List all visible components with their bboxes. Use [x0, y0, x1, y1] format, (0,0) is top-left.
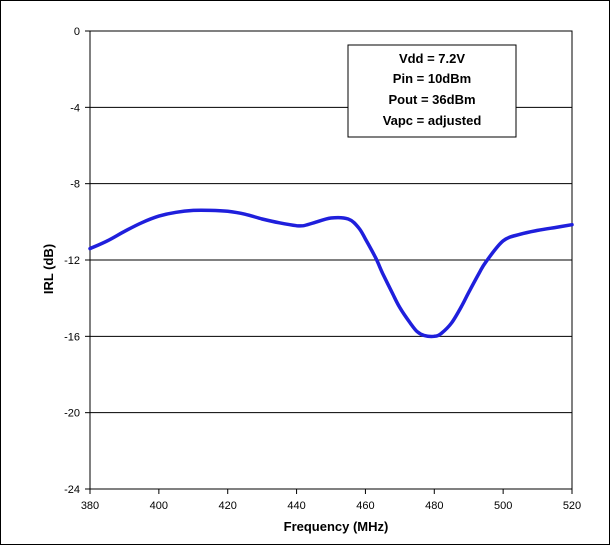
x-tick-label: 520: [563, 500, 581, 512]
x-tick-label: 480: [425, 500, 443, 512]
annotation-line-pout: Pout = 36dBm: [388, 92, 475, 107]
y-tick-label: -8: [70, 179, 80, 191]
y-tick-label: -12: [64, 255, 80, 267]
x-tick-label: 500: [494, 500, 512, 512]
irl-series-line: [88, 208, 574, 339]
annotation-line-pin: Pin = 10dBm: [393, 71, 471, 86]
x-axis-ticks: 380 400 420 440 460 480 500 520: [81, 489, 581, 512]
grid-lines: [90, 106, 572, 414]
y-tick-label: -4: [70, 102, 80, 114]
conditions-annotation: Vdd = 7.2V Pin = 10dBm Pout = 36dBm Vapc…: [347, 44, 517, 138]
y-tick-label: 0: [74, 26, 80, 38]
y-axis-ticks: 0 -4 -8 -12 -16 -20 -24: [64, 26, 90, 496]
x-axis-title: Frequency (MHz): [284, 519, 389, 534]
x-tick-label: 440: [287, 500, 305, 512]
y-axis-title: IRL (dB): [41, 244, 56, 294]
annotation-line-vdd: Vdd = 7.2V: [399, 51, 465, 66]
x-tick-label: 460: [356, 500, 374, 512]
x-tick-label: 400: [150, 500, 168, 512]
annotation-line-vapc: Vapc = adjusted: [383, 113, 482, 128]
annotation-box: [347, 44, 517, 138]
y-tick-label: -24: [64, 484, 80, 496]
y-tick-label: -20: [64, 408, 80, 420]
y-tick-label: -16: [64, 331, 80, 343]
x-tick-label: 420: [219, 500, 237, 512]
x-tick-label: 380: [81, 500, 99, 512]
